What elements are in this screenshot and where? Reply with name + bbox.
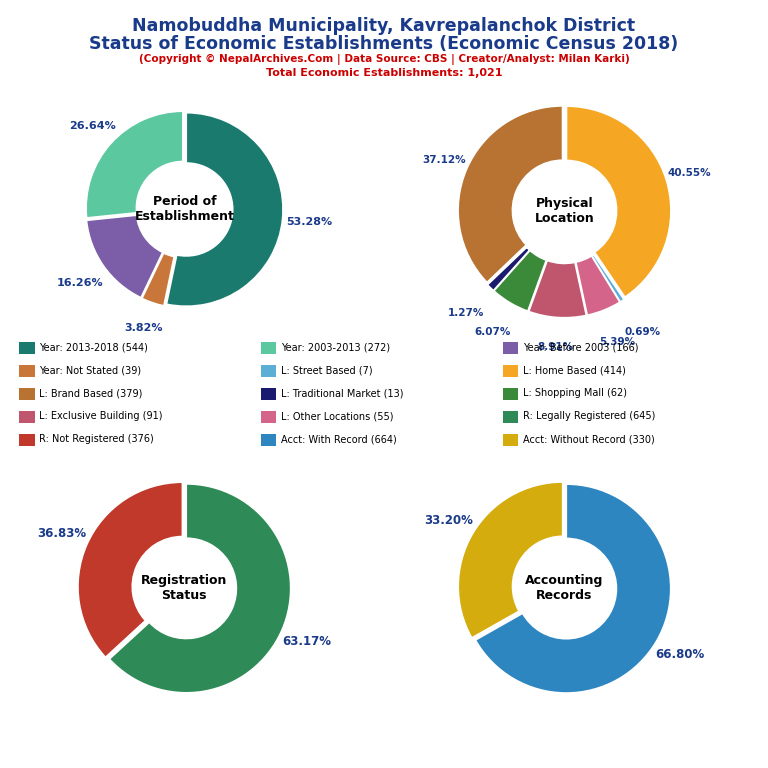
Text: 5.39%: 5.39%: [599, 337, 635, 347]
Text: Year: Not Stated (39): Year: Not Stated (39): [39, 365, 141, 376]
Wedge shape: [592, 254, 624, 302]
Text: R: Not Registered (376): R: Not Registered (376): [39, 434, 154, 445]
Text: 1.27%: 1.27%: [449, 307, 485, 317]
Text: (Copyright © NepalArchives.Com | Data Source: CBS | Creator/Analyst: Milan Karki: (Copyright © NepalArchives.Com | Data So…: [139, 54, 629, 65]
Text: L: Brand Based (379): L: Brand Based (379): [39, 388, 143, 399]
Text: 16.26%: 16.26%: [57, 278, 103, 288]
Wedge shape: [86, 111, 183, 218]
Text: Accounting
Records: Accounting Records: [525, 574, 604, 601]
Wedge shape: [78, 482, 183, 657]
Text: L: Traditional Market (13): L: Traditional Market (13): [281, 388, 404, 399]
Text: Status of Economic Establishments (Economic Census 2018): Status of Economic Establishments (Econo…: [89, 35, 679, 52]
Text: 26.64%: 26.64%: [69, 121, 116, 131]
Text: 6.07%: 6.07%: [474, 327, 511, 337]
Text: Physical
Location: Physical Location: [535, 197, 594, 225]
Text: L: Home Based (414): L: Home Based (414): [523, 365, 626, 376]
Text: Year: 2003-2013 (272): Year: 2003-2013 (272): [281, 342, 390, 353]
Text: R: Legally Registered (645): R: Legally Registered (645): [523, 411, 655, 422]
Text: 40.55%: 40.55%: [667, 168, 711, 178]
Text: L: Shopping Mall (62): L: Shopping Mall (62): [523, 388, 627, 399]
Text: 37.12%: 37.12%: [422, 155, 466, 165]
Wedge shape: [142, 253, 174, 306]
Wedge shape: [475, 484, 670, 693]
Text: 63.17%: 63.17%: [282, 635, 331, 647]
Text: 3.82%: 3.82%: [124, 323, 164, 333]
Text: Acct: With Record (664): Acct: With Record (664): [281, 434, 397, 445]
Text: 66.80%: 66.80%: [655, 648, 704, 661]
Text: Namobuddha Municipality, Kavrepalanchok District: Namobuddha Municipality, Kavrepalanchok …: [132, 17, 636, 35]
Text: Total Economic Establishments: 1,021: Total Economic Establishments: 1,021: [266, 68, 502, 78]
Wedge shape: [87, 215, 163, 298]
Text: 0.69%: 0.69%: [624, 327, 660, 337]
Wedge shape: [528, 260, 586, 318]
Text: 33.20%: 33.20%: [425, 514, 473, 527]
Wedge shape: [488, 247, 530, 290]
Wedge shape: [494, 250, 546, 311]
Wedge shape: [167, 113, 283, 306]
Text: Registration
Status: Registration Status: [141, 574, 227, 601]
Text: Year: Before 2003 (166): Year: Before 2003 (166): [523, 342, 638, 353]
Text: L: Exclusive Building (91): L: Exclusive Building (91): [39, 411, 163, 422]
Wedge shape: [458, 106, 562, 283]
Text: Period of
Establishment: Period of Establishment: [134, 195, 234, 223]
Text: Year: 2013-2018 (544): Year: 2013-2018 (544): [39, 342, 148, 353]
Text: L: Street Based (7): L: Street Based (7): [281, 365, 372, 376]
Text: 8.91%: 8.91%: [538, 342, 574, 352]
Text: 36.83%: 36.83%: [38, 528, 87, 540]
Text: Acct: Without Record (330): Acct: Without Record (330): [523, 434, 655, 445]
Wedge shape: [567, 106, 671, 297]
Text: 53.28%: 53.28%: [286, 217, 333, 227]
Wedge shape: [109, 484, 290, 693]
Wedge shape: [576, 256, 620, 315]
Text: L: Other Locations (55): L: Other Locations (55): [281, 411, 393, 422]
Wedge shape: [458, 482, 563, 638]
